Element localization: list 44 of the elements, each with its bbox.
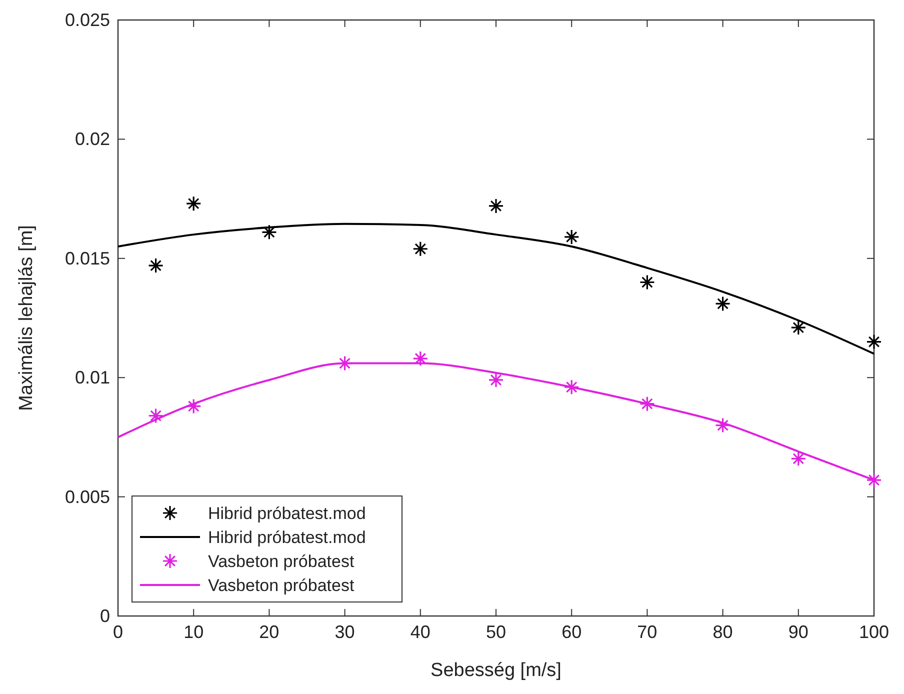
x-tick-label: 60	[562, 622, 582, 642]
point	[715, 296, 731, 312]
point	[148, 258, 164, 274]
legend-label: Vasbeton próbatest	[208, 576, 354, 595]
x-tick-label: 20	[259, 622, 280, 642]
point	[186, 196, 202, 212]
x-tick-label: 40	[410, 622, 430, 642]
point	[866, 334, 882, 350]
point	[488, 198, 504, 214]
point	[639, 396, 655, 412]
y-tick-label: 0.005	[64, 486, 110, 507]
point	[261, 224, 277, 240]
x-tick-label: 70	[637, 622, 658, 642]
x-axis-title: Sebesség [m/s]	[430, 660, 562, 681]
point	[639, 274, 655, 290]
point	[337, 355, 353, 372]
y-tick-label: 0.015	[64, 248, 110, 268]
point	[148, 408, 164, 424]
x-tick-label: 30	[334, 622, 355, 642]
y-axis-title: Maximális lehajlás [m]	[16, 225, 37, 411]
y-tick-label: 0	[100, 606, 110, 626]
line-series	[117, 222, 875, 355]
point	[866, 472, 882, 488]
x-tick-label: 10	[184, 622, 204, 642]
legend-label: Vasbeton próbatest	[208, 552, 354, 571]
x-tick-label: 90	[788, 622, 808, 642]
x-tick-label: 0	[112, 622, 124, 642]
legend-label: Hibrid próbatest.mod	[208, 504, 366, 523]
y-tick-label: 0.01	[74, 368, 110, 388]
legend-label: Hibrid próbatest.mod	[208, 528, 366, 547]
y-tick-label: 0.025	[64, 10, 110, 30]
y-tick-label: 0.02	[74, 129, 110, 150]
x-tick-label: 100	[858, 622, 890, 642]
point	[412, 350, 428, 366]
point	[488, 372, 504, 388]
point	[412, 241, 428, 257]
point	[790, 320, 806, 336]
point	[715, 417, 731, 434]
point	[186, 398, 202, 414]
point	[564, 379, 580, 395]
x-tick-label: 50	[486, 622, 506, 642]
x-tick-label: 80	[712, 622, 733, 642]
point	[790, 450, 806, 466]
point	[564, 229, 580, 245]
